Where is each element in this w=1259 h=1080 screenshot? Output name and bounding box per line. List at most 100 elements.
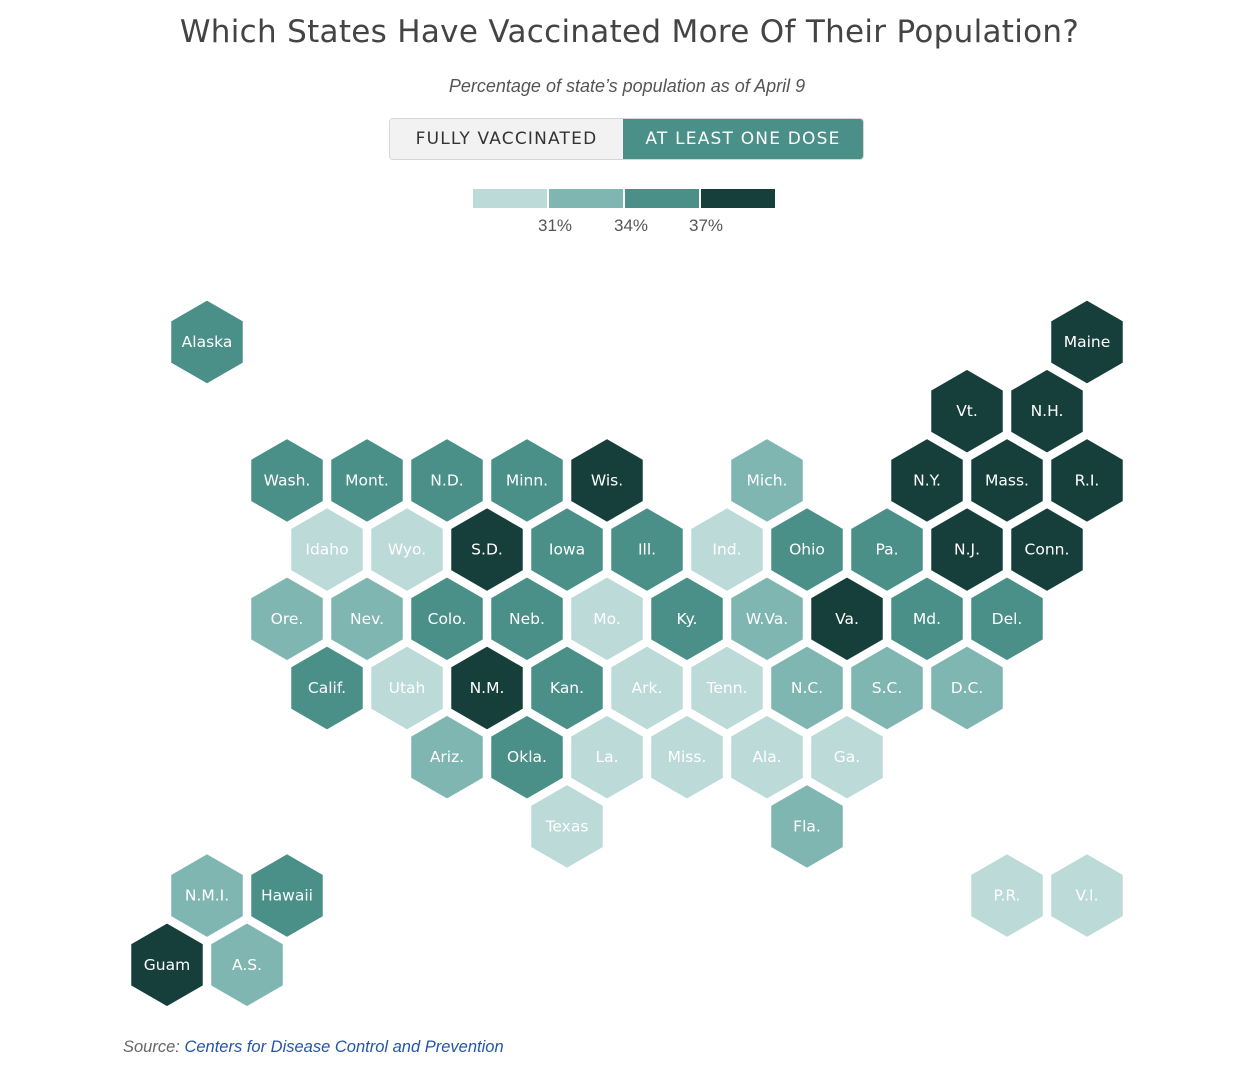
state-hex[interactable] (1008, 366, 1086, 456)
state-tile[interactable]: Nev. (328, 574, 406, 664)
state-tile[interactable]: R.I. (1048, 435, 1126, 526)
state-hex[interactable] (288, 504, 366, 595)
state-hex[interactable] (368, 504, 446, 595)
state-hex[interactable] (768, 781, 846, 872)
state-hex[interactable] (528, 504, 606, 595)
state-hex[interactable] (928, 366, 1006, 456)
state-tile[interactable]: S.C. (848, 643, 926, 733)
state-tile[interactable]: Tenn. (688, 643, 766, 733)
state-tile[interactable]: A.S. (208, 920, 286, 1010)
state-hex[interactable] (728, 435, 806, 526)
state-tile[interactable]: Texas (528, 781, 606, 872)
state-tile[interactable]: Hawaii (248, 850, 326, 941)
state-tile[interactable]: Ore. (248, 574, 326, 664)
state-hex[interactable] (1048, 435, 1126, 526)
state-hex[interactable] (968, 435, 1046, 526)
state-hex[interactable] (568, 574, 646, 664)
state-hex[interactable] (1008, 504, 1086, 595)
state-hex[interactable] (968, 850, 1046, 941)
state-tile[interactable]: Guam (128, 920, 206, 1010)
state-tile[interactable]: W.Va. (728, 574, 806, 664)
state-tile[interactable]: P.R. (968, 850, 1046, 941)
state-tile[interactable]: Del. (968, 574, 1046, 664)
at-least-one-dose-tab[interactable]: AT LEAST ONE DOSE (623, 119, 863, 159)
state-tile[interactable]: Md. (888, 574, 966, 664)
state-hex[interactable] (208, 920, 286, 1010)
state-hex[interactable] (808, 574, 886, 664)
state-tile[interactable]: Pa. (848, 504, 926, 595)
state-tile[interactable]: N.D. (408, 435, 486, 526)
state-hex[interactable] (608, 643, 686, 733)
state-tile[interactable]: N.J. (928, 504, 1006, 595)
state-tile[interactable]: Mass. (968, 435, 1046, 526)
state-hex[interactable] (848, 643, 926, 733)
state-tile[interactable]: N.C. (768, 643, 846, 733)
state-hex[interactable] (248, 574, 326, 664)
state-tile[interactable]: Calif. (288, 643, 366, 733)
state-tile[interactable]: Ind. (688, 504, 766, 595)
state-hex[interactable] (408, 574, 486, 664)
state-hex[interactable] (288, 643, 366, 733)
state-hex[interactable] (848, 504, 926, 595)
state-tile[interactable]: Maine (1048, 297, 1126, 387)
state-tile[interactable]: Fla. (768, 781, 846, 872)
state-tile[interactable]: Ill. (608, 504, 686, 595)
state-hex[interactable] (1048, 297, 1126, 387)
state-hex[interactable] (128, 920, 206, 1010)
state-hex[interactable] (408, 712, 486, 802)
state-tile[interactable]: V.I. (1048, 850, 1126, 941)
state-tile[interactable]: Ala. (728, 712, 806, 802)
state-hex[interactable] (328, 435, 406, 526)
state-tile[interactable]: Minn. (488, 435, 566, 526)
state-tile[interactable]: Colo. (408, 574, 486, 664)
source-link[interactable]: Centers for Disease Control and Preventi… (184, 1038, 504, 1056)
state-hex[interactable] (688, 643, 766, 733)
state-tile[interactable]: La. (568, 712, 646, 802)
state-tile[interactable]: Iowa (528, 504, 606, 595)
state-tile[interactable]: N.M.I. (168, 850, 246, 941)
state-tile[interactable]: Miss. (648, 712, 726, 802)
state-tile[interactable]: Ark. (608, 643, 686, 733)
state-hex[interactable] (368, 643, 446, 733)
state-hex[interactable] (648, 574, 726, 664)
state-hex[interactable] (528, 643, 606, 733)
state-hex[interactable] (248, 435, 326, 526)
state-tile[interactable]: Kan. (528, 643, 606, 733)
state-hex[interactable] (928, 643, 1006, 733)
state-tile[interactable]: Vt. (928, 366, 1006, 456)
state-tile[interactable]: Okla. (488, 712, 566, 802)
state-tile[interactable]: Ariz. (408, 712, 486, 802)
state-tile[interactable]: N.M. (448, 643, 526, 733)
state-tile[interactable]: Mich. (728, 435, 806, 526)
fully-vaccinated-tab[interactable]: FULLY VACCINATED (390, 119, 623, 159)
state-hex[interactable] (448, 504, 526, 595)
state-hex[interactable] (488, 712, 566, 802)
state-hex[interactable] (728, 712, 806, 802)
state-hex[interactable] (648, 712, 726, 802)
state-hex[interactable] (568, 712, 646, 802)
state-tile[interactable]: Idaho (288, 504, 366, 595)
state-hex[interactable] (248, 850, 326, 941)
state-hex[interactable] (168, 297, 246, 387)
state-tile[interactable]: Ky. (648, 574, 726, 664)
state-tile[interactable]: N.H. (1008, 366, 1086, 456)
state-hex[interactable] (488, 574, 566, 664)
state-hex[interactable] (888, 435, 966, 526)
state-tile[interactable]: Va. (808, 574, 886, 664)
state-tile[interactable]: Wis. (568, 435, 646, 526)
state-hex[interactable] (328, 574, 406, 664)
state-tile[interactable]: Neb. (488, 574, 566, 664)
state-tile[interactable]: D.C. (928, 643, 1006, 733)
state-tile[interactable]: Ga. (808, 712, 886, 802)
state-tile[interactable]: Mont. (328, 435, 406, 526)
state-hex[interactable] (688, 504, 766, 595)
state-tile[interactable]: Utah (368, 643, 446, 733)
state-tile[interactable]: S.D. (448, 504, 526, 595)
state-tile[interactable]: Wyo. (368, 504, 446, 595)
state-hex[interactable] (888, 574, 966, 664)
state-tile[interactable]: Conn. (1008, 504, 1086, 595)
state-tile[interactable]: Wash. (248, 435, 326, 526)
state-hex[interactable] (768, 643, 846, 733)
state-hex[interactable] (488, 435, 566, 526)
state-hex[interactable] (1048, 850, 1126, 941)
